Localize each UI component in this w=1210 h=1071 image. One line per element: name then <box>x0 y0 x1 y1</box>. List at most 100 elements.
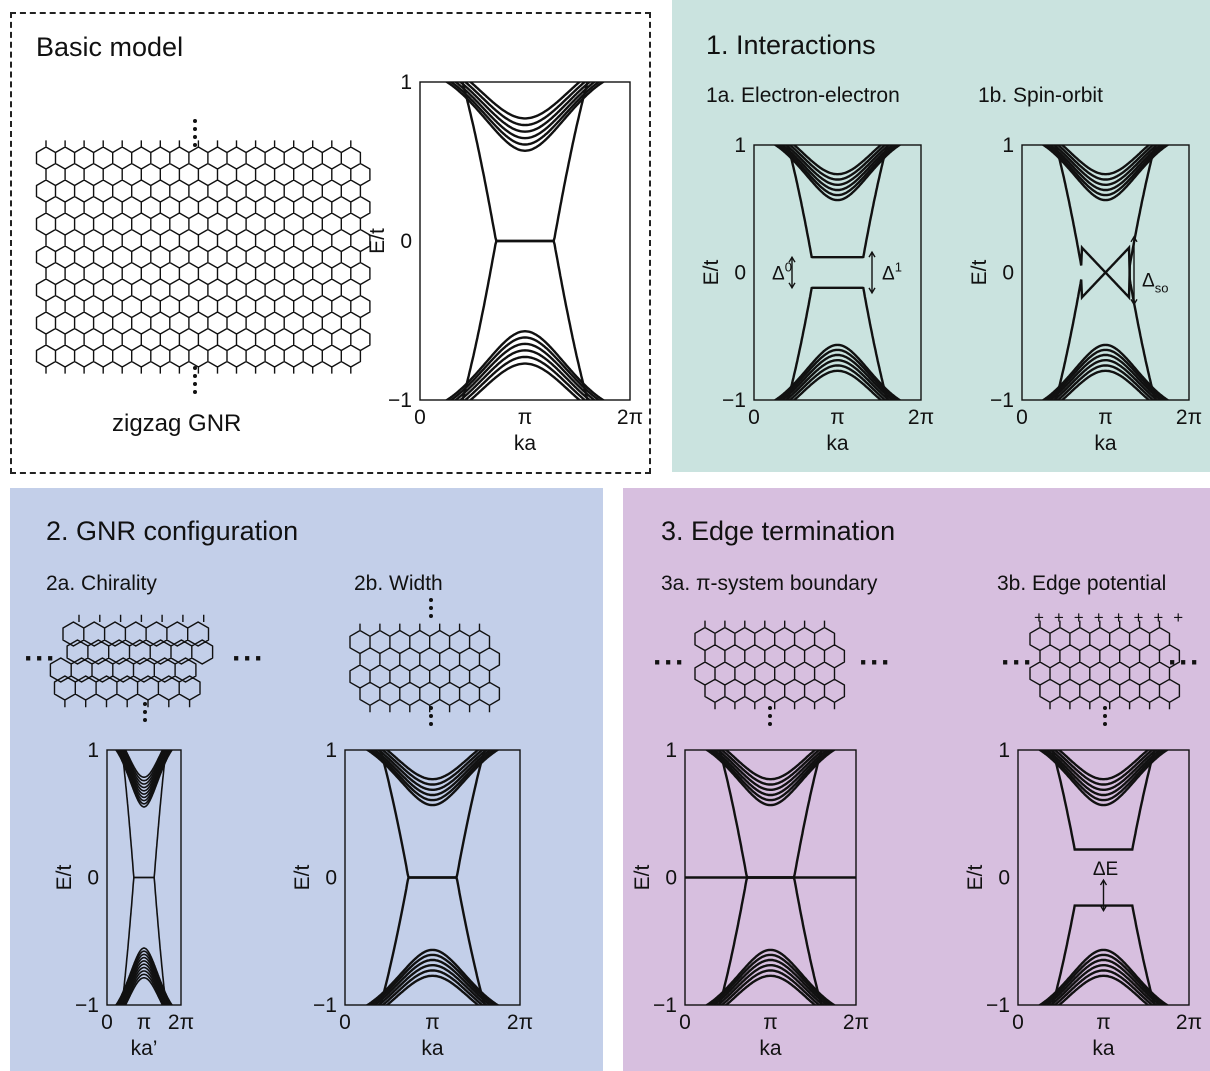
positive-charge-icon: + <box>1034 608 1044 627</box>
band-curve <box>1045 958 1162 1005</box>
band-curve <box>1057 974 1150 1005</box>
y-tick-label: −1 <box>990 389 1014 412</box>
x-tick-label: 2π <box>1176 406 1202 429</box>
edge-band-curve <box>1051 750 1156 851</box>
gap-annotation: Δ1 <box>882 260 902 285</box>
x-axis-label: ka <box>421 1037 444 1060</box>
band-curve <box>365 750 500 807</box>
y-tick-label: 1 <box>734 134 746 157</box>
horizontal-ellipsis-icon: ··· <box>1001 646 1034 679</box>
y-tick-label: 0 <box>734 262 746 285</box>
configuration-title: 2. GNR configuration <box>46 516 299 546</box>
y-tick-label: −1 <box>722 389 746 412</box>
y-axis-label: E/t <box>53 865 76 891</box>
band-curve <box>1041 343 1170 400</box>
band-curve <box>1056 145 1155 181</box>
band-curve <box>380 750 485 786</box>
vertical-ellipsis-icon <box>193 366 199 398</box>
gap-annotation: ΔE <box>1093 859 1118 880</box>
band-curve <box>1037 948 1170 1005</box>
x-axis-label: ka <box>1092 1037 1115 1060</box>
y-tick-label: 0 <box>665 867 677 890</box>
gap-annotation: Δ0 <box>772 260 792 285</box>
positive-charge-icon: + <box>1153 608 1163 627</box>
y-axis-label: E/t <box>631 865 654 891</box>
band-curve <box>724 750 817 781</box>
band-curve <box>368 953 497 1005</box>
arrow-head-icon <box>868 250 876 295</box>
positive-charge-icon: + <box>1054 608 1064 627</box>
band-curve <box>1048 353 1163 400</box>
band-curve <box>1053 969 1154 1005</box>
positive-charge-icon: + <box>1173 608 1183 627</box>
band-curve <box>458 82 592 133</box>
y-axis-label: E/t <box>366 228 389 254</box>
band-curve <box>1049 964 1158 1005</box>
plot-frame <box>1021 144 1190 401</box>
vertical-ellipsis-icon <box>193 119 199 151</box>
band-curve <box>1041 750 1166 802</box>
gnr-configuration-panel: 2. GNR configuration 2a. Chirality 2b. W… <box>10 488 603 1071</box>
x-axis-label: ka <box>514 432 537 455</box>
band-curve <box>458 349 592 400</box>
band-curve <box>1041 953 1166 1005</box>
band-curve <box>124 977 164 1005</box>
subtitle-3b: 3b. Edge potential <box>997 572 1167 595</box>
band-curve <box>463 355 587 400</box>
band-curve <box>1044 348 1167 400</box>
band-curve <box>453 82 597 140</box>
plot-frame <box>1017 749 1190 1006</box>
y-tick-label: 1 <box>998 739 1010 762</box>
edge-band-curve <box>1054 244 1157 400</box>
band-curve <box>118 750 170 795</box>
band-curve <box>117 956 171 1005</box>
interactions-title: 1. Interactions <box>706 30 876 60</box>
interactions-panel: 1. Interactions 1a. Electron-electron 1b… <box>672 0 1210 472</box>
y-axis-label: E/t <box>968 260 991 286</box>
band-curve <box>1052 359 1159 400</box>
x-tick-label: 0 <box>414 406 426 429</box>
band-curve <box>704 948 837 1005</box>
band-curve <box>468 82 582 120</box>
basic-model-title: Basic model <box>36 32 184 62</box>
x-tick-label: 2π <box>1176 1011 1202 1034</box>
band-curve <box>123 750 165 782</box>
band-curve <box>1060 145 1151 176</box>
band-curve <box>1048 145 1163 192</box>
band-curve <box>704 750 837 807</box>
x-tick-label: 0 <box>1012 1011 1024 1034</box>
band-curve <box>376 750 489 791</box>
edge-title: 3. Edge termination <box>661 516 896 546</box>
band-curve <box>776 348 899 400</box>
edge-band-curve <box>379 750 486 879</box>
band-curve <box>776 145 899 197</box>
y-tick-label: −1 <box>75 994 99 1017</box>
arrow-head-icon <box>788 255 796 290</box>
horizontal-ellipsis-icon: ··· <box>1168 646 1201 679</box>
x-tick-label: 0 <box>679 1011 691 1034</box>
edge-potential-lattice: + + + + + + + + <box>1029 608 1183 710</box>
band-curve <box>116 953 172 1005</box>
band-curve <box>123 973 165 1005</box>
lattice-bonds <box>1029 620 1181 710</box>
edge-band-curve <box>786 145 889 259</box>
y-tick-label: −1 <box>388 389 412 412</box>
band-curve <box>773 145 902 202</box>
band-curve <box>449 82 601 146</box>
vertical-ellipsis-icon <box>143 702 149 726</box>
subtitle-1b: 1b. Spin-orbit <box>978 84 1103 107</box>
band-curve <box>792 369 883 400</box>
edge-band-curve <box>379 876 486 1005</box>
band-curve <box>780 353 895 400</box>
y-tick-label: −1 <box>986 994 1010 1017</box>
band-curve <box>118 960 170 1005</box>
x-tick-label: π <box>518 406 533 429</box>
band-curve <box>444 82 606 153</box>
band-curve <box>1045 750 1162 797</box>
x-tick-label: 0 <box>339 1011 351 1034</box>
gap-annotation: Δso <box>1142 271 1168 296</box>
x-tick-label: 2π <box>843 1011 869 1034</box>
x-tick-label: 2π <box>168 1011 194 1034</box>
width-lattice <box>349 623 501 713</box>
